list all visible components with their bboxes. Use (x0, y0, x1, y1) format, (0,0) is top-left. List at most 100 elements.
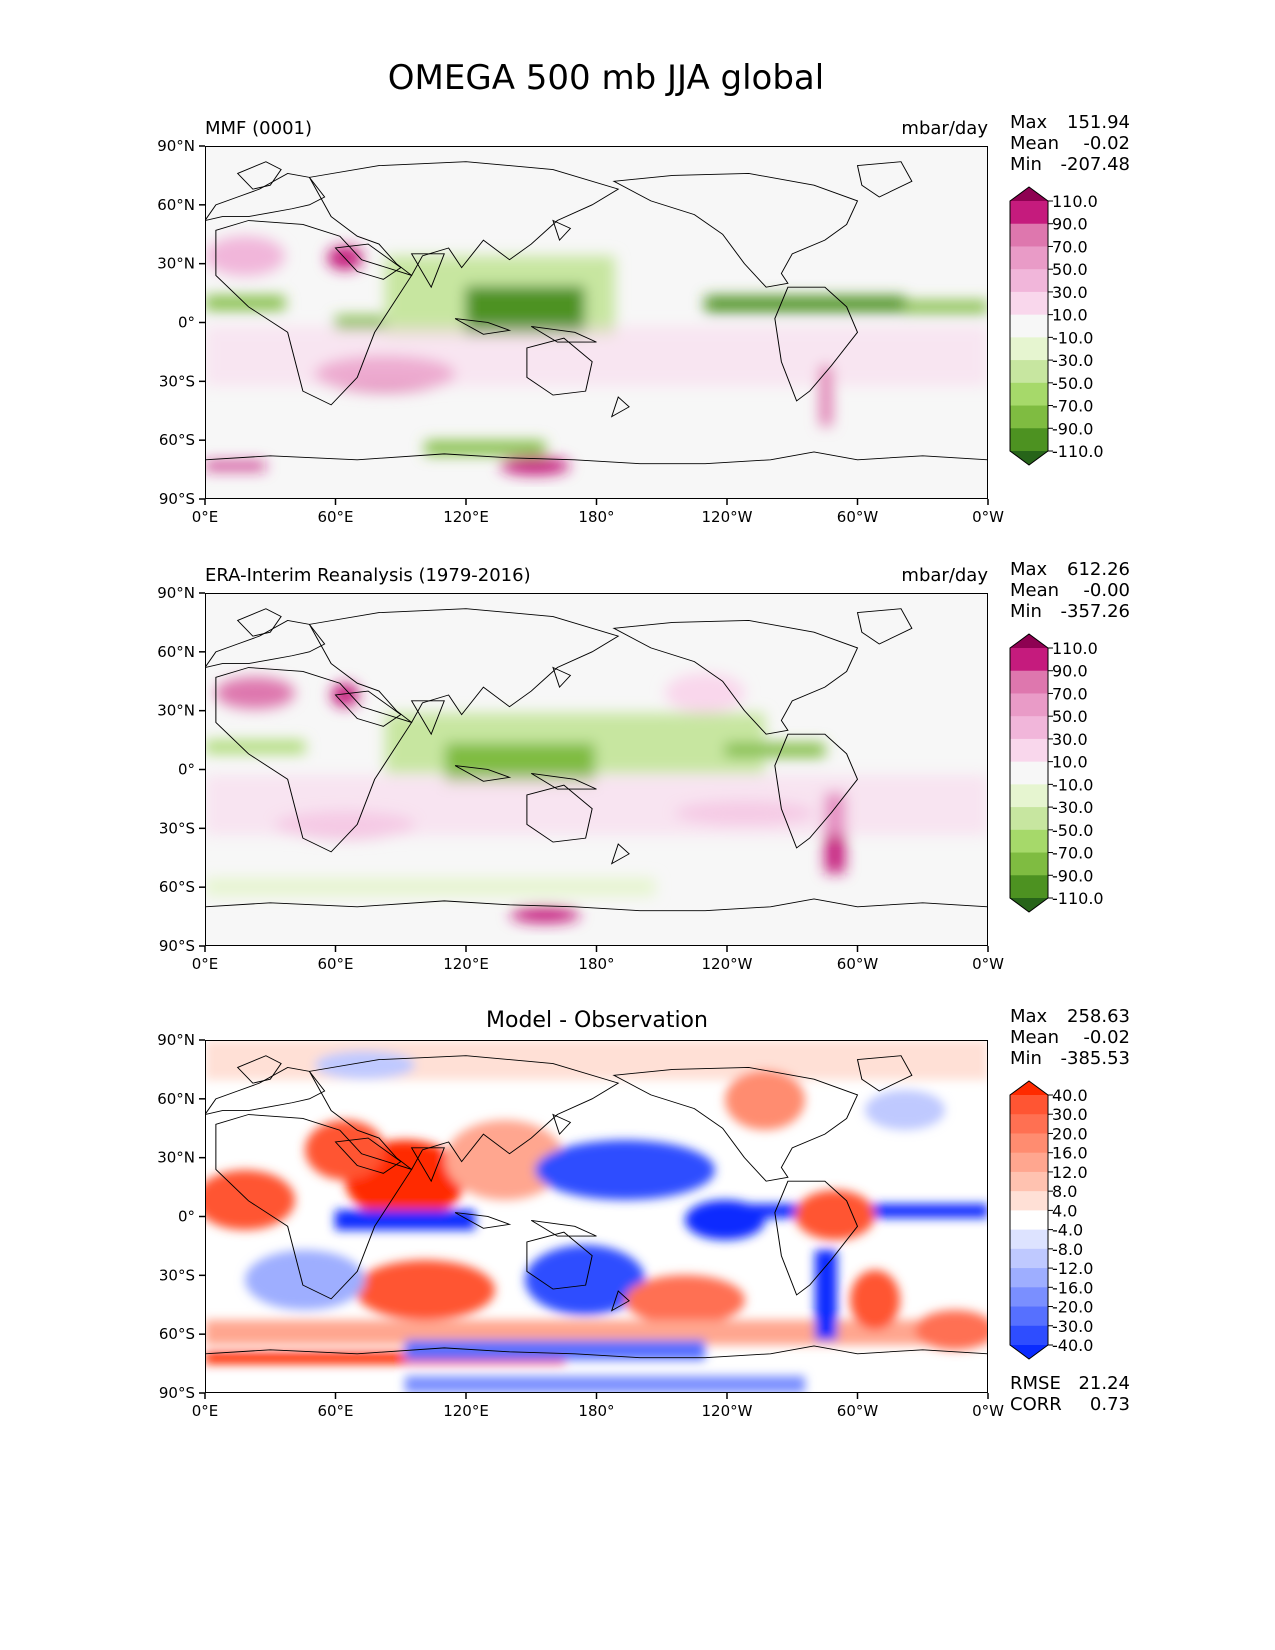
colorbar-label: 70.0 (1052, 237, 1088, 256)
y-tick-label: 60°N (157, 643, 195, 661)
panel-model: MMF (0001) mbar/day Max 151.94 Mean -0.0… (157, 112, 1130, 526)
x-tick-label: 0°W (972, 955, 1004, 973)
colorbar-label: 30.0 (1052, 1105, 1088, 1124)
colorbar-segment (1010, 807, 1048, 831)
colorbar-extend-bottom (1010, 451, 1048, 465)
y-tick-label: 30°S (159, 1266, 195, 1284)
colorbar-segment (1010, 1306, 1048, 1327)
y-tick-label: 0° (178, 314, 195, 332)
y-ticks: 90°N 60°N 30°N 0° 30°S 60°S 90°S (157, 137, 205, 508)
y-tick-label: 60°N (157, 196, 195, 214)
colorbar-extend-top (1010, 187, 1048, 201)
x-tick-label: 0°E (192, 955, 219, 973)
colorbar-segment (1010, 360, 1048, 384)
colorbar-label: 30.0 (1052, 730, 1088, 749)
x-tick-label: 0°W (972, 1402, 1004, 1420)
panel-units: mbar/day (901, 565, 988, 586)
colorbar-label: -70.0 (1052, 844, 1093, 863)
stat-rmse-label: RMSE (1010, 1373, 1061, 1394)
stat-min-value: -357.26 (1061, 601, 1130, 622)
figure-title: OMEGA 500 mb JJA global (388, 58, 824, 98)
stat-max-label: Max (1010, 1006, 1048, 1027)
stat-min-value: -207.48 (1061, 154, 1130, 175)
stat-corr-label: CORR (1010, 1394, 1062, 1415)
x-ticks: 0°E 60°E 120°E 180° 120°W 60°W 0°W (192, 499, 1004, 526)
colorbar: 110.0 90.0 70.0 50.0 30.0 10.0 -10.0 -30.0 -50.0… (1009, 186, 1104, 466)
y-tick-label: 60°S (159, 431, 195, 449)
x-tick-label: 60°W (837, 955, 879, 973)
stat-min-value: -385.53 (1061, 1048, 1130, 1069)
x-tick-label: 120°W (702, 955, 753, 973)
colorbar-segment (1010, 201, 1048, 225)
stats-block: Max 151.94 Mean -0.02 Min -207.48 (1010, 112, 1130, 175)
colorbar-label: 30.0 (1052, 283, 1088, 302)
colorbar-label: -40.0 (1052, 1336, 1093, 1355)
stat-max-value: 151.94 (1067, 112, 1130, 133)
colorbar-segment (1010, 1248, 1048, 1269)
colorbar-label: 110.0 (1052, 639, 1098, 658)
colorbar-label: -30.0 (1052, 351, 1093, 370)
colorbar-segment (1010, 784, 1048, 808)
colorbar-label: -30.0 (1052, 1317, 1093, 1336)
stat-mean-value: -0.00 (1083, 580, 1130, 601)
x-tick-label: 120°E (443, 508, 489, 526)
colorbar-segment (1010, 1095, 1048, 1115)
colorbar-extend-top (1010, 634, 1048, 648)
x-ticks: 0°E 60°E 120°E 180° 120°W 60°W 0°W (192, 946, 1004, 973)
y-tick-label: 30°N (157, 255, 195, 273)
stat-max-label: Max (1010, 559, 1048, 580)
colorbar-segment (1010, 716, 1048, 740)
stats-block: Max 258.63 Mean -0.02 Min -385.53 (1010, 1006, 1130, 1069)
colorbar-label: 10.0 (1052, 306, 1088, 325)
map-field (205, 146, 988, 499)
panel-difference: Model - Observation Max 258.63 Mean -0.0… (157, 1006, 1130, 1420)
colorbar-label: -4.0 (1052, 1221, 1083, 1240)
y-tick-label: 90°S (159, 490, 195, 508)
colorbar-segment (1010, 1229, 1048, 1250)
stat-mean-value: -0.02 (1083, 133, 1130, 154)
x-tick-label: 120°E (443, 955, 489, 973)
colorbar-segment (1010, 852, 1048, 876)
colorbar-label: -20.0 (1052, 1298, 1093, 1317)
colorbar-segment (1010, 875, 1048, 899)
stat-mean-label: Mean (1010, 1027, 1059, 1048)
colorbar-segment (1010, 314, 1048, 338)
y-tick-label: 90°N (157, 137, 195, 155)
colorbar-segment (1010, 337, 1048, 361)
colorbar-label: -50.0 (1052, 821, 1093, 840)
stat-mean-label: Mean (1010, 133, 1059, 154)
y-tick-label: 60°S (159, 878, 195, 896)
colorbar-extend-top (1010, 1081, 1048, 1095)
colorbar-label: 4.0 (1052, 1201, 1077, 1220)
panel-left-title: MMF (0001) (205, 118, 312, 139)
colorbar-segment (1010, 269, 1048, 293)
x-tick-label: 120°W (702, 508, 753, 526)
colorbar-segment (1010, 405, 1048, 429)
stat-rmse-value: 21.24 (1078, 1373, 1130, 1394)
stat-min-label: Min (1010, 601, 1042, 622)
stat-min-label: Min (1010, 154, 1042, 175)
x-tick-label: 60°W (837, 1402, 879, 1420)
panel-center-title: Model - Observation (486, 1008, 708, 1033)
colorbar-segment (1010, 1268, 1048, 1288)
y-tick-label: 90°S (159, 1384, 195, 1402)
colorbar: 40.030.020.016.012.08.04.0-4.0-8.0-12.0-… (1009, 1080, 1093, 1360)
colorbar-segment (1010, 1191, 1048, 1211)
stat-max-value: 258.63 (1067, 1006, 1130, 1027)
y-tick-label: 30°S (159, 372, 195, 390)
x-tick-label: 180° (578, 508, 614, 526)
y-tick-label: 30°S (159, 819, 195, 837)
x-tick-label: 120°W (702, 1402, 753, 1420)
colorbar-label: -12.0 (1052, 1259, 1093, 1278)
colorbar-segment (1010, 648, 1048, 672)
stat-min-label: Min (1010, 1048, 1042, 1069)
colorbar-label: -110.0 (1052, 889, 1104, 908)
x-tick-label: 0°E (192, 1402, 219, 1420)
colorbar-segment (1010, 1325, 1048, 1346)
x-tick-label: 0°W (972, 508, 1004, 526)
colorbar-label: -10.0 (1052, 328, 1093, 347)
colorbar: 110.0 90.0 70.0 50.0 30.0 10.0 -10.0 -30.0 -50.0… (1009, 633, 1104, 913)
stat-corr-value: 0.73 (1090, 1394, 1130, 1415)
y-tick-label: 90°N (157, 1031, 195, 1049)
